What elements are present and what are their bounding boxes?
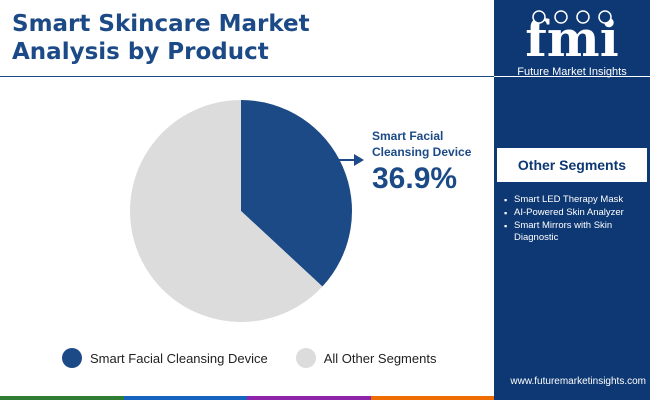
logo-icons: [532, 10, 612, 24]
legend-item-cleansing: Smart Facial Cleansing Device: [62, 348, 268, 368]
pie-chart: [130, 100, 364, 322]
legend-item-other: All Other Segments: [295, 348, 437, 368]
legend-swatch-other: [295, 348, 316, 368]
pie-slice-0: [241, 100, 353, 287]
page-title: Smart Skincare Market Analysis by Produc…: [12, 10, 482, 66]
fmi-logo[interactable]: fmi Future Market Insights: [494, 8, 650, 78]
logo-caption: Future Market Insights: [517, 66, 627, 78]
bottom-bar-segment: [123, 396, 247, 400]
pie-slices: [130, 100, 353, 322]
callout-segment-value: 36.9%: [372, 162, 458, 195]
title-divider: [0, 76, 494, 77]
list-item: ▪ Smart LED Therapy Mask: [502, 194, 642, 206]
title-line-1: Smart Skincare Market: [12, 11, 310, 37]
pie-slice-1: [130, 100, 323, 322]
bottom-bar-segment: [0, 396, 124, 400]
bottom-color-bar: [0, 396, 494, 400]
website-link[interactable]: www.futuremarketinsights.com: [510, 376, 646, 387]
bullet-icon: ▪: [504, 195, 508, 205]
legend-label-cleansing: Smart Facial Cleansing Device: [90, 350, 268, 366]
legend-label-other: All Other Segments: [323, 350, 437, 366]
bottom-bar-segment: [247, 396, 371, 400]
callout-segment-name: Smart Facial Cleansing Device: [372, 129, 472, 159]
segment-label: Smart Mirrors with Skin Diagnostic: [514, 220, 613, 243]
segment-label: Smart LED Therapy Mask: [514, 194, 624, 205]
bullet-icon: ▪: [504, 221, 508, 231]
title-line-2: Analysis by Product: [12, 39, 269, 65]
brand-panel: fmi Future Market Insights Other Segment…: [494, 0, 650, 400]
fmi-logo-icon: fmi: [525, 9, 618, 68]
segment-label: AI-Powered Skin Analyzer: [514, 207, 624, 218]
other-segments-list: ▪ Smart LED Therapy Mask ▪ AI-Powered Skin…: [502, 194, 642, 245]
other-segments-heading: Other Segments: [497, 148, 647, 182]
panel-divider: [494, 76, 650, 77]
callout-arrow-icon: [338, 154, 364, 166]
bottom-bar-segment: [370, 396, 494, 400]
list-item: ▪ Smart Mirrors with Skin Diagnostic: [502, 220, 642, 244]
chart-legend: Smart Facial Cleansing Device All Other …: [62, 346, 436, 370]
bullet-icon: ▪: [504, 208, 508, 218]
list-item: ▪ AI-Powered Skin Analyzer: [502, 207, 642, 219]
legend-swatch-cleansing: [62, 348, 82, 368]
